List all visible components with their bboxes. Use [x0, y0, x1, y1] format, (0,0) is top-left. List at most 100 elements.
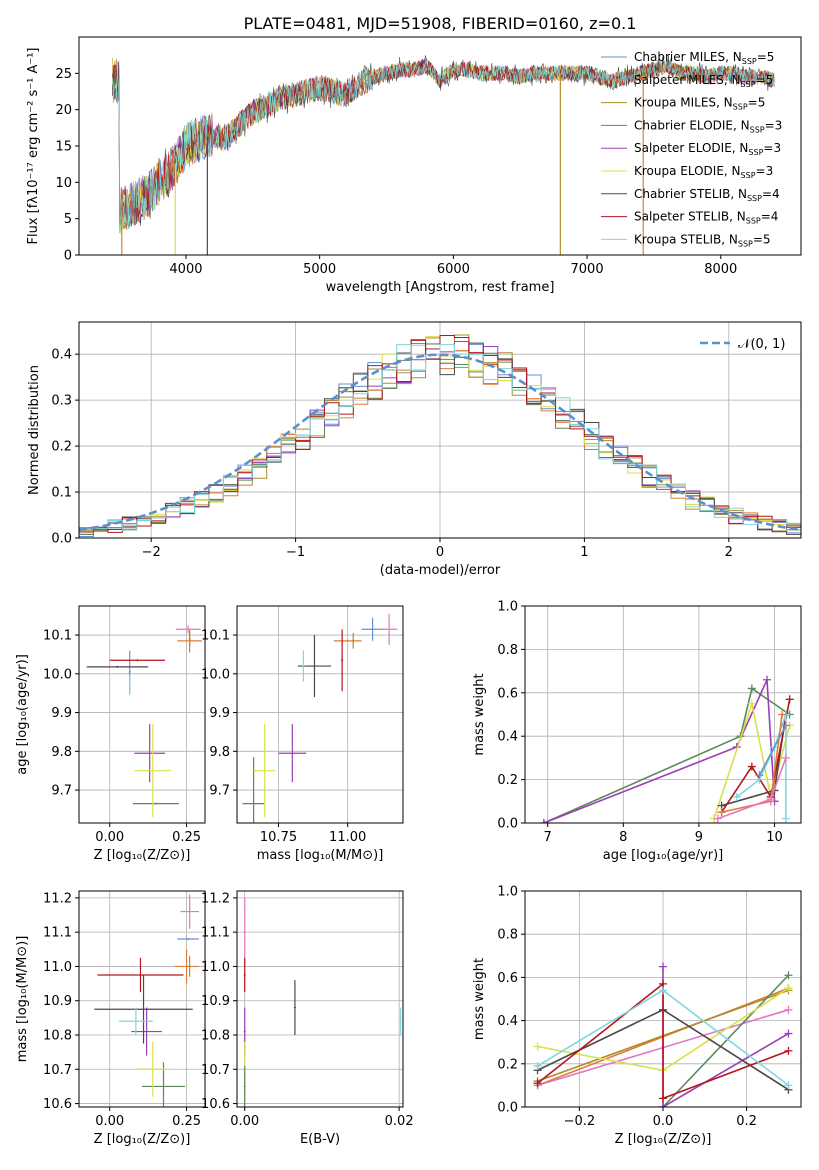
- series-marker: [659, 962, 667, 971]
- x-tick-label: 4000: [169, 262, 202, 277]
- plot-area: [539, 675, 794, 823]
- y-tick-label: 11.2: [43, 891, 72, 906]
- y-tick-label: 0: [64, 249, 72, 264]
- y-tick-label: 15: [55, 140, 72, 155]
- plot-area: [112, 55, 775, 255]
- series-marker: [762, 675, 771, 684]
- y-tick-label: 10.0: [201, 667, 230, 682]
- series-marker: [781, 721, 790, 730]
- x-axis-label: age [log₁₀(age/yr)]: [603, 848, 724, 863]
- axes-frame: [236, 890, 404, 1108]
- legend-entry: Salpeter STELIB, NSSP=4: [634, 210, 778, 226]
- y-axis-label: Flux [fλ10⁻¹⁷ erg cm⁻² s⁻¹ A⁻¹]: [26, 48, 41, 245]
- series-marker: [659, 986, 667, 995]
- x-tick-label: 8000: [704, 262, 737, 277]
- y-tick-label: 0.0: [51, 532, 72, 547]
- y-tick-label: 9.8: [209, 745, 230, 760]
- figure-title: PLATE=0481, MJD=51908, FIBERID=0160, z=0…: [244, 14, 637, 33]
- series-marker: [533, 1061, 542, 1070]
- y-tick-label: 0.2: [497, 1057, 518, 1072]
- y-tick-label: 1.0: [497, 600, 518, 615]
- y-tick-label: 11.1: [201, 926, 230, 941]
- legend-entry: Salpeter MILES, NSSP=5: [634, 73, 773, 89]
- chart-3: 10.75 11.00 9.7 9.8 9.9 10.0 10.1 mass [log₁₀(M…: [201, 605, 404, 863]
- series-marker: [747, 762, 756, 771]
- series-line: [543, 679, 776, 823]
- axes-frame: [524, 605, 802, 824]
- series-marker: [784, 1005, 793, 1014]
- x-tick-label: 2: [725, 545, 733, 560]
- x-tick-label: 0.02: [385, 1114, 414, 1129]
- x-tick-label: 7000: [571, 262, 604, 277]
- legend-entry: Kroupa MILES, NSSP=5: [634, 96, 765, 112]
- x-tick-label: 0.00: [230, 1114, 259, 1129]
- x-axis-label: Z [log₁₀(Z/Z⊙)]: [94, 848, 191, 863]
- series-marker: [784, 1046, 793, 1055]
- normal-curve: [79, 353, 801, 532]
- x-tick-label: 8: [619, 830, 627, 845]
- y-tick-label: 10.0: [43, 667, 72, 682]
- y-tick-label: 10.8: [43, 1029, 72, 1044]
- series-marker: [781, 753, 790, 762]
- series-marker: [784, 1081, 793, 1090]
- legend-entry: Kroupa ELODIE, NSSP=3: [634, 164, 773, 180]
- series-line: [662, 974, 790, 1107]
- y-tick-label: 10.1: [201, 629, 230, 644]
- chart-0: 4000 5000 6000 7000 8000 0 5 10 15 20 25 wavelength…: [26, 36, 802, 295]
- x-axis-label: Z [log₁₀(Z/Z⊙)]: [94, 1132, 191, 1147]
- series-marker: [732, 792, 741, 801]
- series-line: [758, 724, 787, 776]
- y-tick-label: 9.9: [51, 706, 72, 721]
- axes-frame: [78, 890, 206, 1108]
- y-tick-label: 9.9: [209, 706, 230, 721]
- y-tick-label: 0.4: [497, 1014, 518, 1029]
- x-tick-label: 9: [695, 830, 703, 845]
- y-tick-label: 0.2: [497, 773, 518, 788]
- series-marker: [784, 984, 793, 993]
- histogram-step: [79, 344, 801, 531]
- x-axis-label: (data-model)/error: [380, 563, 501, 578]
- chart-5: 0.00 0.25 10.6 10.7 10.8 10.9 11.0 11.1 11.2 Z [l…: [15, 890, 206, 1147]
- spectrum-line: [112, 58, 775, 234]
- x-tick-label: 7: [544, 830, 552, 845]
- y-tick-label: 10.7: [43, 1063, 72, 1078]
- x-tick-label: 10.75: [260, 830, 297, 845]
- series-line: [543, 687, 791, 823]
- y-tick-label: 11.0: [43, 960, 72, 975]
- x-tick-label: 6000: [437, 262, 470, 277]
- series-marker: [781, 814, 790, 823]
- y-tick-label: 10.6: [201, 1097, 230, 1112]
- y-axis-label: mass weight: [472, 673, 487, 755]
- x-tick-label: −2: [142, 545, 161, 560]
- series-marker: [533, 1042, 542, 1051]
- x-tick-label: −0.2: [564, 1114, 596, 1129]
- series-line: [662, 966, 789, 1107]
- series-marker: [659, 1094, 667, 1103]
- y-axis-label: age [log₁₀(age/yr)]: [15, 654, 30, 775]
- series-marker: [747, 699, 756, 708]
- x-tick-label: 0: [436, 545, 444, 560]
- axes-frame: [78, 605, 206, 824]
- series-marker: [766, 795, 775, 804]
- y-axis-label: mass weight: [472, 958, 487, 1040]
- series-marker: [785, 695, 794, 704]
- chart-7: −0.2 0.0 0.2 0.0 0.2 0.4 0.6 0.8 1.0 Z [log₁₀(Z/Z…: [472, 885, 802, 1147]
- series-marker: [747, 684, 756, 693]
- y-tick-label: 10: [55, 176, 72, 191]
- legend-entry: 𝒩(0, 1): [738, 337, 785, 352]
- y-tick-label: 11.1: [43, 926, 72, 941]
- x-tick-label: 0.00: [95, 830, 124, 845]
- legend-entry: Chabrier ELODIE, NSSP=3: [634, 118, 782, 134]
- series-marker: [778, 710, 787, 719]
- y-tick-label: 0.3: [51, 394, 72, 409]
- x-axis-label: wavelength [Angstrom, rest frame]: [326, 280, 555, 295]
- y-tick-label: 25: [55, 67, 72, 82]
- y-tick-label: 0.6: [497, 686, 518, 701]
- plot-area: [86, 625, 202, 818]
- plot-area: [243, 897, 402, 1107]
- y-tick-label: 0.0: [497, 1101, 518, 1116]
- x-tick-label: 11.00: [329, 830, 366, 845]
- chart-4: 7 8 9 10 0.0 0.2 0.4 0.6 0.8 1.0 age [log₁₀(age/yr…: [472, 600, 802, 863]
- y-tick-label: 9.7: [209, 784, 230, 799]
